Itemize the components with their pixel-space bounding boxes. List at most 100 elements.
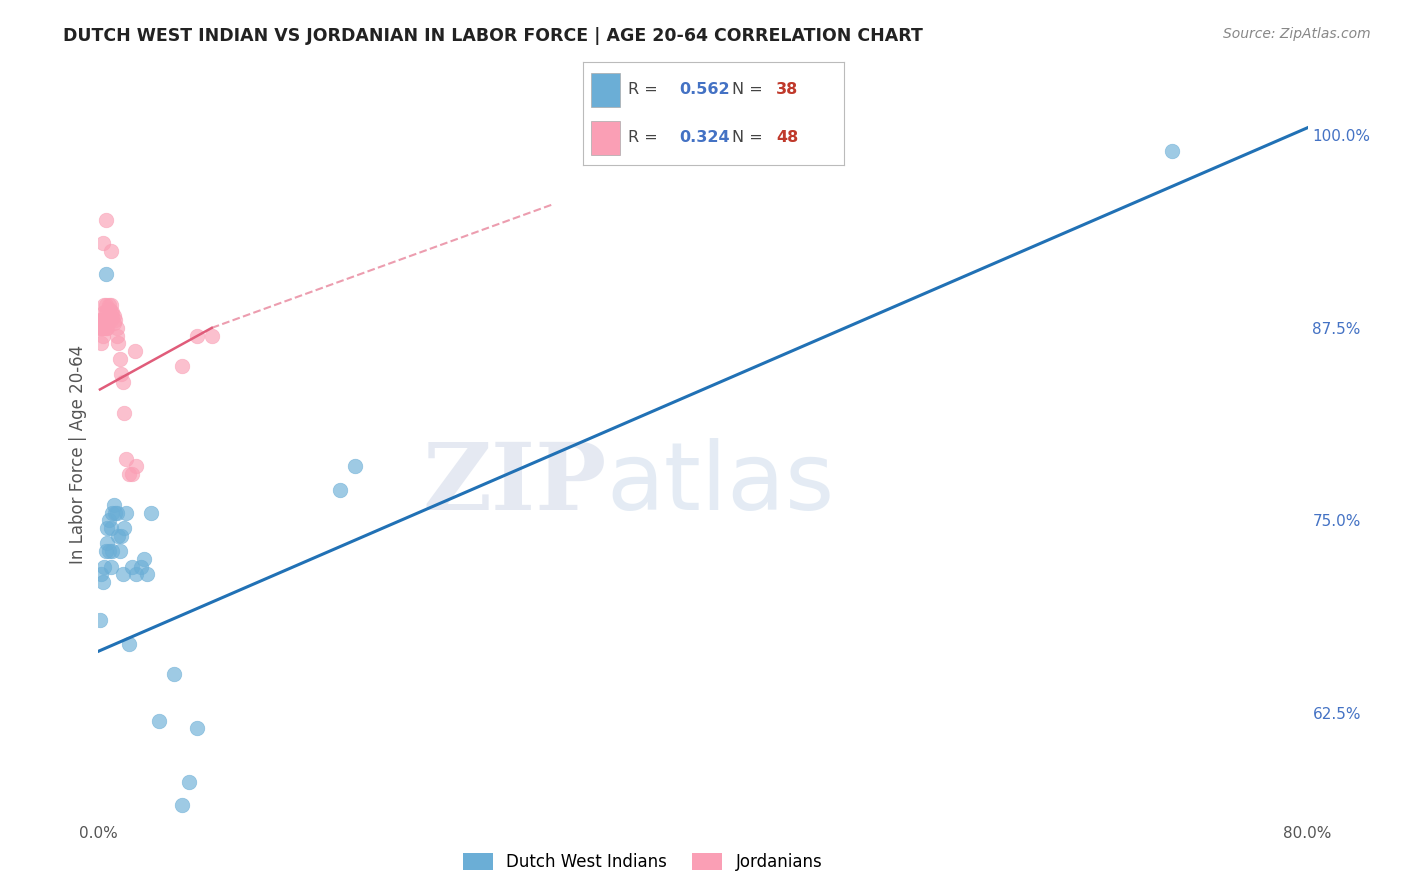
Point bbox=[179, 775, 201, 789]
Point bbox=[94, 267, 117, 281]
Point bbox=[93, 305, 115, 319]
Point bbox=[1160, 144, 1182, 158]
Text: 0.324: 0.324 bbox=[679, 130, 730, 145]
Point bbox=[98, 313, 121, 327]
Point bbox=[100, 559, 122, 574]
Point bbox=[135, 567, 157, 582]
Point bbox=[125, 459, 148, 474]
Point bbox=[124, 343, 146, 358]
Point bbox=[91, 321, 114, 335]
Point bbox=[96, 321, 118, 335]
Point bbox=[93, 298, 115, 312]
Point bbox=[141, 506, 163, 520]
Point bbox=[90, 336, 112, 351]
Point bbox=[91, 236, 114, 251]
Point bbox=[94, 213, 117, 227]
Point bbox=[91, 313, 114, 327]
Point bbox=[112, 406, 135, 420]
Point bbox=[98, 302, 121, 317]
Legend: Dutch West Indians, Jordanians: Dutch West Indians, Jordanians bbox=[456, 847, 830, 878]
Text: 0.562: 0.562 bbox=[679, 82, 730, 97]
Point bbox=[100, 521, 122, 535]
Point bbox=[104, 506, 127, 520]
Point bbox=[90, 567, 112, 582]
Point bbox=[101, 310, 124, 324]
Point bbox=[91, 574, 114, 589]
Point bbox=[103, 309, 125, 323]
Point bbox=[186, 721, 208, 735]
Point bbox=[170, 798, 193, 813]
Point bbox=[129, 559, 152, 574]
Point bbox=[163, 667, 186, 681]
Point bbox=[148, 714, 170, 728]
Point bbox=[329, 483, 352, 497]
Point bbox=[101, 305, 124, 319]
Y-axis label: In Labor Force | Age 20-64: In Labor Force | Age 20-64 bbox=[69, 345, 87, 565]
Text: ZIP: ZIP bbox=[422, 439, 606, 529]
Point bbox=[132, 552, 155, 566]
Point bbox=[100, 305, 122, 319]
Text: R =: R = bbox=[627, 130, 662, 145]
Point bbox=[93, 559, 115, 574]
Point bbox=[186, 328, 208, 343]
Point bbox=[110, 529, 132, 543]
Point bbox=[89, 614, 111, 628]
Point bbox=[90, 321, 112, 335]
Point bbox=[103, 498, 125, 512]
Point bbox=[118, 467, 141, 482]
Point bbox=[108, 351, 131, 366]
Point bbox=[104, 313, 127, 327]
Point bbox=[125, 567, 148, 582]
FancyBboxPatch shape bbox=[592, 73, 620, 106]
Point bbox=[170, 359, 193, 374]
Point bbox=[103, 316, 125, 330]
Point bbox=[98, 513, 121, 527]
Text: 48: 48 bbox=[776, 130, 799, 145]
Text: Source: ZipAtlas.com: Source: ZipAtlas.com bbox=[1223, 27, 1371, 41]
Point bbox=[96, 313, 118, 327]
Point bbox=[105, 321, 128, 335]
Point bbox=[93, 321, 115, 335]
Text: N =: N = bbox=[731, 82, 768, 97]
Point bbox=[96, 521, 118, 535]
Point bbox=[96, 536, 118, 550]
Point bbox=[100, 298, 122, 312]
Point bbox=[121, 467, 143, 482]
Point bbox=[94, 305, 117, 319]
Text: 38: 38 bbox=[776, 82, 799, 97]
Text: N =: N = bbox=[731, 130, 768, 145]
Point bbox=[98, 298, 121, 312]
Point bbox=[94, 298, 117, 312]
Point bbox=[94, 313, 117, 327]
Point bbox=[100, 313, 122, 327]
Point bbox=[110, 367, 132, 381]
Point bbox=[89, 321, 111, 335]
Point bbox=[96, 305, 118, 319]
Point bbox=[201, 328, 224, 343]
Point bbox=[111, 567, 134, 582]
Point bbox=[121, 559, 143, 574]
Point bbox=[93, 313, 115, 327]
Point bbox=[107, 336, 129, 351]
Point bbox=[118, 636, 141, 650]
Text: DUTCH WEST INDIAN VS JORDANIAN IN LABOR FORCE | AGE 20-64 CORRELATION CHART: DUTCH WEST INDIAN VS JORDANIAN IN LABOR … bbox=[63, 27, 924, 45]
Text: atlas: atlas bbox=[606, 438, 835, 530]
Point bbox=[112, 521, 135, 535]
Point bbox=[91, 328, 114, 343]
Point bbox=[101, 544, 124, 558]
Point bbox=[108, 544, 131, 558]
Point bbox=[90, 313, 112, 327]
Point bbox=[94, 321, 117, 335]
Point bbox=[101, 506, 124, 520]
Text: R =: R = bbox=[627, 82, 662, 97]
Point bbox=[89, 313, 111, 327]
Point bbox=[107, 529, 129, 543]
Point bbox=[94, 544, 117, 558]
Point bbox=[114, 451, 136, 466]
Point bbox=[114, 506, 136, 520]
Point bbox=[105, 506, 128, 520]
Point bbox=[105, 328, 128, 343]
FancyBboxPatch shape bbox=[592, 121, 620, 155]
Point bbox=[98, 544, 121, 558]
Point bbox=[344, 459, 367, 474]
